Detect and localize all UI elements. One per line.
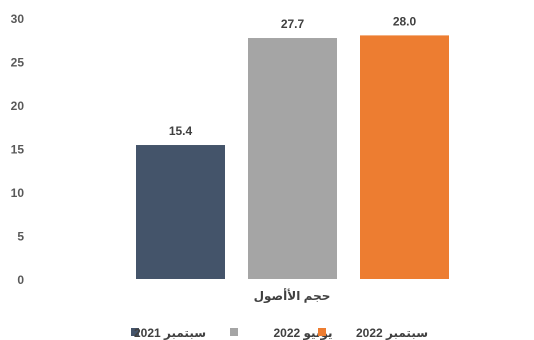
legend: سبتمبر 2021 يونيو 2022 سبتمبر 2022	[131, 326, 428, 340]
y-tick-label: 5	[17, 230, 24, 244]
legend-item: يونيو 2022	[230, 326, 333, 340]
y-tick-label: 30	[11, 12, 25, 26]
legend-label: سبتمبر 2021	[134, 326, 206, 340]
bars-group	[136, 35, 449, 280]
legend-item: سبتمبر 2022	[318, 326, 428, 340]
data-label: 27.7	[281, 17, 305, 31]
category-label: حجم الأأصول	[254, 288, 331, 304]
y-tick-label: 25	[11, 56, 25, 70]
legend-swatch	[318, 328, 326, 336]
y-tick-label: 0	[17, 273, 24, 287]
data-label: 28.0	[393, 14, 417, 28]
bar	[360, 35, 449, 280]
legend-swatch	[131, 328, 139, 336]
legend-label: يونيو 2022	[274, 326, 333, 340]
y-axis: 0 5 10 15 20 25 30	[11, 12, 25, 287]
y-tick-label: 20	[11, 99, 25, 113]
legend-label: سبتمبر 2022	[356, 326, 428, 340]
bar	[248, 38, 337, 280]
y-tick-label: 10	[11, 186, 25, 200]
y-tick-label: 15	[11, 143, 25, 157]
data-label: 15.4	[169, 124, 193, 138]
bar	[136, 145, 225, 279]
data-labels-group: 15.4 27.7 28.0	[169, 14, 417, 138]
legend-item: سبتمبر 2021	[131, 326, 206, 340]
legend-swatch	[230, 328, 238, 336]
